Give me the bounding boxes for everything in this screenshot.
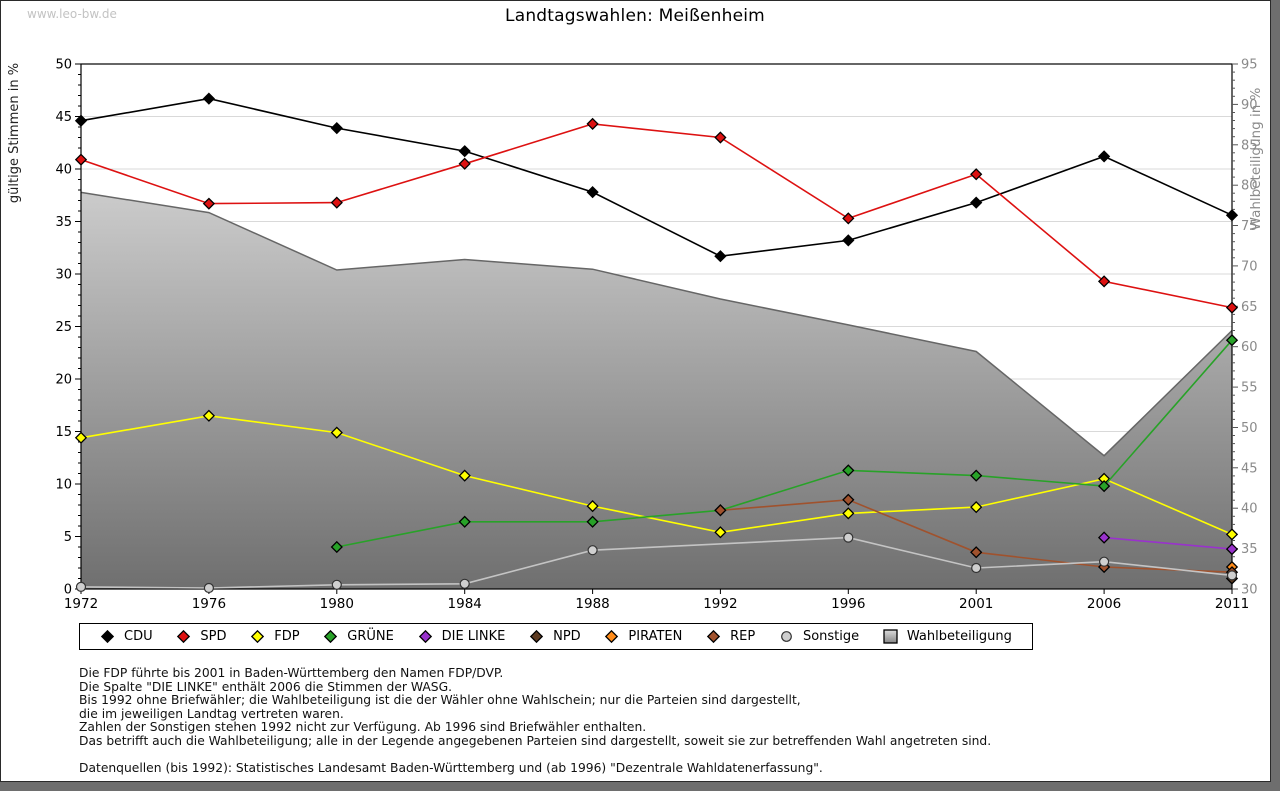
svg-text:55: 55 bbox=[1241, 381, 1258, 396]
svg-text:40: 40 bbox=[55, 163, 72, 178]
legend-item-gr-ne: GRÜNE bbox=[323, 629, 394, 644]
legend-marker bbox=[529, 629, 544, 644]
svg-text:45: 45 bbox=[1241, 461, 1258, 476]
footnote-line: Datenquellen (bis 1992): Statistisches L… bbox=[79, 761, 823, 776]
legend-marker bbox=[177, 629, 191, 644]
svg-text:0: 0 bbox=[64, 583, 72, 598]
svg-text:95: 95 bbox=[1241, 58, 1258, 73]
legend-marker-turnout bbox=[883, 629, 898, 644]
svg-text:1984: 1984 bbox=[448, 596, 482, 612]
svg-text:1976: 1976 bbox=[192, 596, 226, 612]
svg-text:1992: 1992 bbox=[703, 596, 737, 612]
svg-text:90: 90 bbox=[1241, 98, 1258, 113]
legend-marker bbox=[251, 629, 265, 644]
legend-marker bbox=[418, 629, 432, 644]
svg-text:30: 30 bbox=[55, 268, 72, 283]
chart-svg: 0 5 10 15 20 25 30 35 40 45 50 30 35 40 45 50 55 60 65 70 75… bbox=[7, 58, 1264, 613]
svg-text:45: 45 bbox=[55, 110, 72, 125]
footnote-line: Die FDP führte bis 2001 in Baden-Württem… bbox=[79, 666, 504, 680]
footnote-line: Die Spalte "DIE LINKE" enthält 2006 die … bbox=[79, 679, 453, 694]
svg-text:20: 20 bbox=[55, 373, 72, 388]
svg-text:50: 50 bbox=[1241, 421, 1258, 436]
svg-text:5: 5 bbox=[64, 530, 72, 545]
svg-text:gültige Stimmen in %: gültige Stimmen in % bbox=[7, 63, 22, 203]
legend-item-spd: SPD bbox=[176, 629, 226, 644]
svg-text:Wahlbeteiligung in %: Wahlbeteiligung in % bbox=[1248, 87, 1264, 230]
svg-text:30: 30 bbox=[1241, 583, 1258, 598]
svg-text:1988: 1988 bbox=[575, 596, 609, 612]
legend-item-npd: NPD bbox=[529, 629, 581, 644]
footnotes: Die FDP führte bis 2001 in Baden-Württem… bbox=[79, 666, 992, 776]
svg-text:1972: 1972 bbox=[64, 596, 98, 612]
svg-text:70: 70 bbox=[1241, 259, 1258, 274]
legend-marker bbox=[605, 629, 619, 644]
svg-text:35: 35 bbox=[1241, 542, 1258, 557]
legend-marker bbox=[781, 631, 792, 642]
legend-item-rep: REP bbox=[706, 629, 755, 644]
footnote-line: die im jeweiligen Landtag vertreten ware… bbox=[79, 706, 344, 721]
footnote-line: Bis 1992 ohne Briefwähler; die Wahlbetei… bbox=[79, 693, 801, 708]
election-line-chart: 0 5 10 15 20 25 30 35 40 45 50 30 35 40 45 50 55 60 65 70 75… bbox=[1, 1, 1269, 623]
legend-marker bbox=[707, 629, 721, 644]
svg-text:50: 50 bbox=[55, 58, 72, 73]
footnote-line bbox=[79, 749, 991, 763]
footnote-line: Das betrifft auch die Wahlbeteiligung; a… bbox=[79, 733, 992, 748]
svg-text:1996: 1996 bbox=[831, 596, 865, 612]
legend-marker bbox=[324, 629, 338, 644]
svg-text:25: 25 bbox=[55, 320, 72, 335]
chart-legend: CDU SPD FDP GRÜNE DIE LINKE NPD PIRATEN REP Sons… bbox=[79, 623, 1033, 650]
svg-text:10: 10 bbox=[55, 478, 72, 493]
svg-text:85: 85 bbox=[1241, 138, 1258, 153]
watermark-url: www.leo-bw.de bbox=[27, 7, 117, 21]
legend-item-piraten: PIRATEN bbox=[604, 629, 682, 644]
page-title: Landtagswahlen: Meißenheim bbox=[505, 6, 765, 26]
svg-text:2001: 2001 bbox=[959, 596, 993, 612]
legend-item-wahlbeteiligung: Wahlbeteiligung bbox=[883, 629, 1012, 644]
svg-text:1980: 1980 bbox=[320, 596, 354, 612]
legend-item-die-linke: DIE LINKE bbox=[418, 629, 505, 644]
legend-item-cdu: CDU bbox=[100, 629, 153, 644]
svg-text:2011: 2011 bbox=[1215, 596, 1249, 612]
legend-marker bbox=[100, 629, 115, 644]
svg-text:75: 75 bbox=[1241, 219, 1258, 234]
svg-text:65: 65 bbox=[1241, 300, 1258, 315]
svg-text:35: 35 bbox=[55, 215, 72, 230]
svg-text:2006: 2006 bbox=[1087, 596, 1121, 612]
legend-item-sonstige: Sonstige bbox=[779, 629, 859, 644]
svg-text:15: 15 bbox=[55, 425, 72, 440]
legend-item-fdp: FDP bbox=[250, 629, 300, 644]
svg-text:60: 60 bbox=[1241, 340, 1258, 355]
svg-text:80: 80 bbox=[1241, 179, 1258, 194]
footnote-line: Zahlen der Sonstigen stehen 1992 nicht z… bbox=[79, 720, 647, 735]
svg-text:40: 40 bbox=[1241, 502, 1258, 517]
